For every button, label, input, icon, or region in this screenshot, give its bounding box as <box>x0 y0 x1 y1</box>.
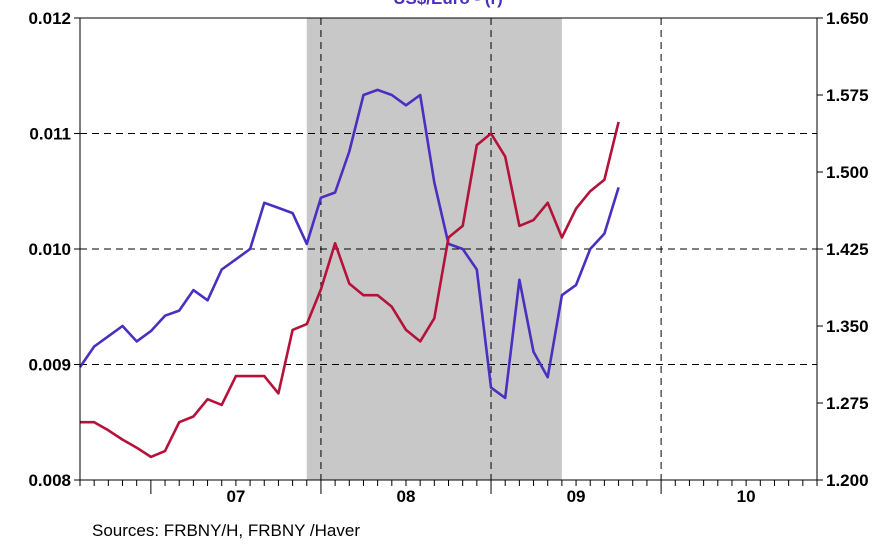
x-axis-tick-label: 10 <box>737 487 756 506</box>
right-axis-tick-label: 1.275 <box>826 394 869 413</box>
x-axis-tick-label: 07 <box>226 487 245 506</box>
left-axis-tick-label: 0.010 <box>28 240 71 259</box>
x-axis-tick-label: 09 <box>567 487 586 506</box>
right-axis-tick-label: 1.425 <box>826 240 869 259</box>
chart-title: US$/Euro - (r) <box>393 0 503 8</box>
right-axis-tick-label: 1.500 <box>826 163 869 182</box>
series-line-yen-usd <box>80 121 620 459</box>
source-note: Sources: FRBNY/H, FRBNY /Haver <box>92 521 360 540</box>
right-axis-tick-label: 1.350 <box>826 317 869 336</box>
left-axis-tick-label: 0.012 <box>28 9 71 28</box>
left-axis-tick-label: 0.011 <box>29 125 71 144</box>
right-axis-tick-label: 1.200 <box>826 471 869 490</box>
right-axis-tick-label: 1.575 <box>826 86 869 105</box>
left-axis-tick-label: 0.009 <box>28 356 71 375</box>
x-axis-tick-label: 08 <box>397 487 416 506</box>
left-axis-tick-label: 0.008 <box>28 471 71 490</box>
right-axis-tick-label: 1.650 <box>826 9 869 28</box>
series-line-usd-euro <box>78 88 620 400</box>
